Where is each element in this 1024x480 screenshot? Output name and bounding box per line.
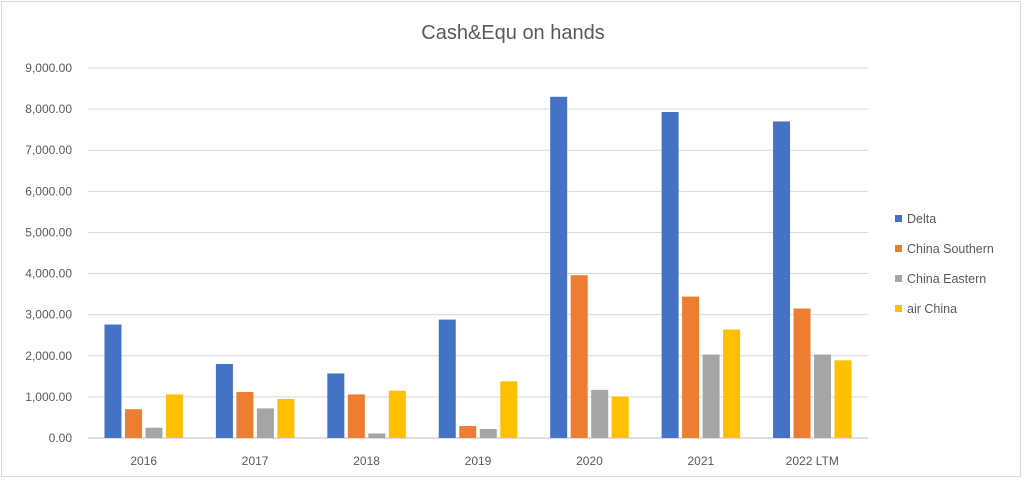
bar-delta-2021 <box>661 111 679 438</box>
x-tick-label: 2019 <box>465 454 492 468</box>
x-tick-label: 2018 <box>353 454 380 468</box>
legend-label: air China <box>907 302 957 316</box>
bar-china-eastern-2020 <box>591 389 609 438</box>
y-axis-tick-labels: 0.00 1,000.00 2,000.00 3,000.00 4,000.00 5,00… <box>25 61 72 445</box>
bar-delta-2018 <box>327 373 345 438</box>
x-tick-label: 2020 <box>576 454 603 468</box>
y-tick-label: 3,000.00 <box>25 308 72 322</box>
chart-title: Cash&Equ on hands <box>421 22 604 44</box>
legend-swatch-air-china <box>895 305 902 312</box>
bar-china-southern-2018 <box>347 394 365 438</box>
bar-delta-2016 <box>104 324 122 438</box>
bar-air-china-2019 <box>500 381 518 438</box>
y-tick-label: 9,000.00 <box>25 61 72 75</box>
bar-china-eastern-2022-ltm <box>814 354 832 438</box>
y-tick-label: 4,000.00 <box>25 267 72 281</box>
bar-air-china-2021 <box>723 329 741 438</box>
bar-china-southern-2020 <box>570 275 588 438</box>
y-tick-label: 0.00 <box>49 431 73 445</box>
legend: Delta China Southern China Eastern air Chin… <box>895 212 994 316</box>
bars <box>104 96 852 439</box>
bar-delta-2019 <box>438 319 456 438</box>
y-tick-label: 2,000.00 <box>25 349 72 363</box>
legend-swatch-china-eastern <box>895 275 902 282</box>
bar-china-eastern-2018 <box>368 433 386 438</box>
bar-delta-2017 <box>215 364 233 438</box>
bar-china-eastern-2021 <box>702 354 720 438</box>
y-tick-label: 7,000.00 <box>25 143 72 157</box>
bar-air-china-2016 <box>165 394 183 438</box>
gridlines <box>88 67 868 439</box>
bar-china-southern-2021 <box>682 296 700 438</box>
bar-china-eastern-2019 <box>479 428 497 438</box>
bar-air-china-2018 <box>388 390 406 438</box>
bar-china-southern-2017 <box>236 391 254 438</box>
bar-china-southern-2016 <box>124 409 142 438</box>
legend-label: China Eastern <box>907 272 986 286</box>
legend-swatch-china-southern <box>895 245 902 252</box>
bar-china-southern-2022-ltm <box>793 308 811 438</box>
y-tick-label: 1,000.00 <box>25 390 72 404</box>
x-axis-tick-labels: 2016 2017 2018 2019 2020 2021 2022 LTM <box>130 454 838 468</box>
x-tick-label: 2021 <box>688 454 715 468</box>
x-tick-label: 2017 <box>242 454 269 468</box>
bar-china-eastern-2016 <box>145 427 163 438</box>
x-tick-label: 2022 LTM <box>786 454 839 468</box>
legend-label: China Southern <box>907 242 994 256</box>
y-tick-label: 6,000.00 <box>25 184 72 198</box>
bar-delta-2020 <box>550 96 568 439</box>
bar-china-eastern-2017 <box>256 408 274 438</box>
bar-china-southern-2019 <box>459 426 477 438</box>
bar-air-china-2020 <box>611 396 629 438</box>
bar-air-china-2022-ltm <box>834 360 852 438</box>
bar-air-china-2017 <box>277 398 295 438</box>
x-tick-label: 2016 <box>130 454 157 468</box>
y-tick-label: 5,000.00 <box>25 225 72 239</box>
y-tick-label: 8,000.00 <box>25 102 72 116</box>
bar-delta-2022-ltm <box>773 121 791 438</box>
legend-label: Delta <box>907 212 936 226</box>
legend-swatch-delta <box>895 215 902 222</box>
